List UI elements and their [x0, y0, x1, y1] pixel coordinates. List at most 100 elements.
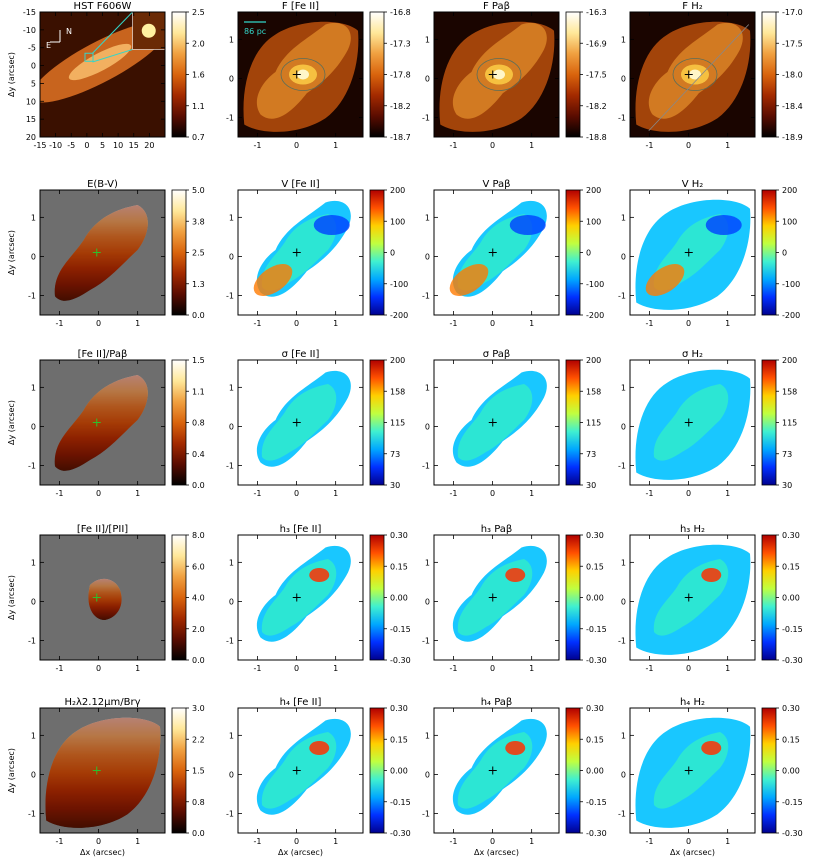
plot-frame: [39, 359, 166, 486]
x-tick-label: -1: [646, 837, 654, 846]
colorbar: [761, 11, 777, 138]
colorbar-tick-label: -0.15: [782, 798, 803, 807]
x-tick-label: -1: [646, 141, 654, 150]
colorbar: [369, 189, 385, 316]
colorbar-tick-label: 100: [782, 217, 797, 226]
panel-12: [Fe II]/[PII] -1 0 1 -1 0 1 8.0 6.0 4.0 2.0 0.0 Δy (…: [7, 524, 205, 673]
colorbar-tick-label: 30: [782, 481, 792, 490]
x-tick-label: 1: [725, 664, 730, 673]
y-tick-label: 1: [621, 35, 626, 44]
colorbar-tick-label: -16.8: [390, 8, 411, 17]
y-axis-label: Δy (arcsec): [7, 52, 16, 97]
peak-region: [701, 741, 722, 755]
colorbar-tick-label: -17.5: [586, 71, 607, 80]
y-tick-label: -15: [23, 8, 36, 17]
colorbar-tick-label: 73: [390, 450, 400, 459]
panel-title: [Fe II]/Paβ: [78, 349, 128, 360]
x-tick-label: 5: [100, 141, 105, 150]
panel-16: H₂λ2.12μm/Brγ -1 0 1 -1 0 1 3.0 2.2 1.5 0.8 0.0 Δy (…: [7, 697, 205, 857]
colorbar-tick-label: 2.5: [192, 8, 205, 17]
panel-title: V [Fe II]: [281, 179, 319, 190]
map-data-shade: [54, 375, 148, 471]
x-tick-label: -1: [56, 319, 64, 328]
x-tick-label: 0: [490, 489, 495, 498]
y-tick-label: -1: [226, 636, 234, 645]
map-image: [40, 360, 165, 485]
colorbar: [369, 359, 385, 486]
blueshift-region: [509, 215, 546, 235]
x-tick-label: 0: [490, 319, 495, 328]
peak-region: [505, 741, 526, 755]
panel-title: σ Paβ: [483, 349, 511, 360]
colorbar-tick-label: 0: [390, 249, 395, 258]
peak-region: [505, 568, 526, 582]
y-tick-label: -1: [28, 291, 36, 300]
colorbar-tick-label: 2.0: [192, 625, 205, 634]
x-tick-label: 1: [135, 319, 140, 328]
y-tick-label: -1: [28, 461, 36, 470]
colorbar: [171, 707, 187, 834]
x-tick-label: 15: [129, 141, 139, 150]
panel-title: h₄ [Fe II]: [280, 697, 322, 708]
x-tick-label: 1: [529, 837, 534, 846]
y-tick-label: 1: [425, 213, 430, 222]
colorbar-tick-label: 158: [586, 387, 601, 396]
colorbar-tick-label: 73: [586, 450, 596, 459]
y-tick-label: 1: [229, 213, 234, 222]
panel-6: V Paβ -1 0 1 -1 0 1 200 100 0 -100 -200: [422, 179, 604, 328]
colorbar-tick-label: 1.5: [192, 767, 205, 776]
panel-title: HST F606W: [74, 1, 132, 12]
plot-frame: [433, 11, 560, 138]
colorbar-tick-label: 0: [782, 249, 787, 258]
y-tick-label: 1: [425, 35, 430, 44]
colorbar: [565, 707, 581, 834]
y-tick-label: -1: [226, 113, 234, 122]
y-tick-label: 1: [229, 383, 234, 392]
x-tick-label: -1: [450, 837, 458, 846]
x-tick-label: -1: [254, 837, 262, 846]
colorbar-tick-label: 0.8: [192, 798, 205, 807]
panel-10: σ Paβ -1 0 1 -1 0 1 200 158 115 73 30: [422, 349, 601, 498]
x-tick-label: 1: [529, 141, 534, 150]
colorbar-tick-label: 100: [586, 217, 601, 226]
colorbar-tick-label: 0.30: [782, 704, 800, 713]
colorbar-tick-label: 200: [390, 186, 405, 195]
zoom-line: [92, 49, 133, 63]
panel-7: V H₂ -1 0 1 -1 0 1 200 100 0 -100 -200: [618, 179, 800, 328]
colorbar-tick-label: 2.0: [192, 39, 205, 48]
y-tick-label: 0: [621, 422, 626, 431]
peak-region: [309, 568, 330, 582]
x-tick-label: 0: [96, 489, 101, 498]
colorbar-tick-label: -0.15: [586, 798, 607, 807]
colorbar-tick-label: 0: [586, 249, 591, 258]
x-tick-label: 1: [333, 141, 338, 150]
x-tick-label: -1: [646, 489, 654, 498]
x-tick-label: -1: [450, 489, 458, 498]
panel-title: F H₂: [682, 1, 702, 12]
x-tick-label: 1: [333, 837, 338, 846]
x-tick-label: 0: [96, 664, 101, 673]
plot-frame: [39, 707, 166, 834]
y-tick-label: 1: [31, 731, 36, 740]
y-tick-label: 1: [425, 731, 430, 740]
blueshift-region: [705, 215, 742, 235]
colorbar-tick-label: 115: [586, 419, 601, 428]
y-tick-label: -1: [618, 113, 626, 122]
nucleus-peak: [297, 69, 309, 80]
x-tick-label: -1: [254, 141, 262, 150]
x-tick-label: 0: [294, 489, 299, 498]
x-tick-label: 1: [725, 319, 730, 328]
plot-frame: [433, 707, 560, 834]
x-tick-label: -10: [49, 141, 62, 150]
colorbar-tick-label: -16.3: [586, 8, 607, 17]
x-tick-label: 0: [490, 664, 495, 673]
x-tick-label: 20: [144, 141, 154, 150]
panel-3: F H₂ -1 0 1 -1 0 1 -17.0 -17.5 -18.0 -18.4 -18.9: [618, 1, 803, 150]
colorbar-tick-label: 200: [586, 356, 601, 365]
colorbar-tick-label: 200: [586, 186, 601, 195]
map-image: [630, 12, 755, 137]
y-tick-label: 1: [229, 35, 234, 44]
y-tick-label: -1: [618, 461, 626, 470]
colorbar: [565, 189, 581, 316]
